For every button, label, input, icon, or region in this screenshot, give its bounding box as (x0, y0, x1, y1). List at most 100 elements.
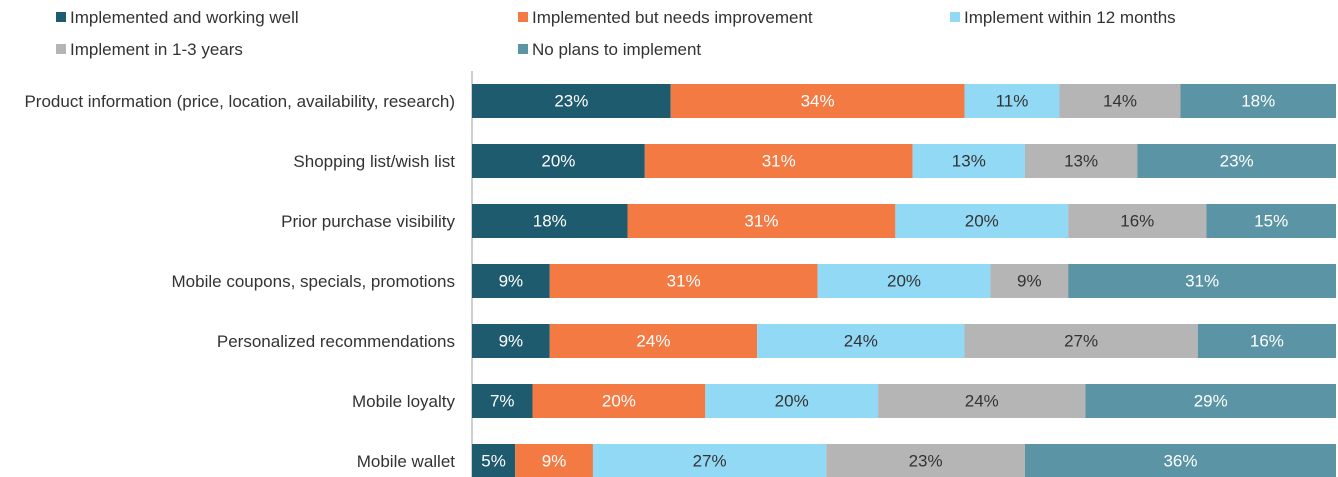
category-text: Personalized recommendations (216, 331, 455, 351)
bar-segment (532, 384, 706, 418)
bar-segment (912, 144, 1025, 178)
legend-label: Implement within 12 months (964, 8, 1176, 27)
category-text: Shopping list/wish list (293, 151, 455, 171)
data-label: 5% (481, 452, 506, 471)
bar-segment (990, 264, 1069, 298)
category-label: Mobile wallet (0, 431, 455, 477)
bar-segment (878, 384, 1086, 418)
category-text: Mobile loyalty (352, 391, 455, 411)
data-label: 31% (744, 212, 778, 231)
data-label: 24% (844, 332, 878, 351)
bar-segment (670, 84, 965, 118)
category-label: Personalized recommendations (0, 311, 455, 371)
data-label: 9% (499, 332, 524, 351)
legend-swatch (56, 12, 66, 22)
category-label: Mobile coupons, specials, promotions (0, 251, 455, 311)
bar-segment (1024, 144, 1138, 178)
data-label: 23% (1220, 152, 1254, 171)
data-label: 9% (1017, 272, 1042, 291)
category-label: Shopping list/wish list (0, 131, 455, 191)
data-label: 7% (490, 392, 515, 411)
bar-segment (549, 264, 818, 298)
legend-label: No plans to implement (532, 40, 702, 59)
bar-segment (1059, 84, 1181, 118)
legend-item: No plans to implement (518, 40, 701, 60)
data-label: 13% (1064, 152, 1098, 171)
data-label: 36% (1163, 452, 1197, 471)
bar-segment (472, 444, 516, 477)
data-label: 29% (1194, 392, 1228, 411)
data-label: 20% (775, 392, 809, 411)
data-label: 24% (965, 392, 999, 411)
category-text: Mobile wallet (356, 451, 455, 471)
bar-segment (895, 204, 1069, 238)
data-label: 16% (1120, 212, 1154, 231)
bar-segment (592, 444, 827, 477)
data-label: 27% (1064, 332, 1098, 351)
legend-label: Implemented but needs improvement (532, 8, 813, 27)
legend-label: Implemented and working well (70, 8, 299, 27)
bar-segment (549, 324, 758, 358)
category-label: Prior purchase visibility (0, 191, 455, 251)
data-label: 9% (499, 272, 524, 291)
bar-segment (515, 444, 593, 477)
data-label: 23% (909, 452, 943, 471)
data-label: 16% (1250, 332, 1284, 351)
category-text: Product information (price, location, av… (24, 91, 455, 111)
data-label: 14% (1103, 92, 1137, 111)
bar-segment (1197, 324, 1336, 358)
data-label: 31% (667, 272, 701, 291)
legend-item: Implement within 12 months (950, 8, 1176, 28)
legend-item: Implement in 1-3 years (56, 40, 243, 60)
data-label: 24% (636, 332, 670, 351)
bar-segment (1024, 444, 1336, 477)
bar-segment (1206, 204, 1336, 238)
data-label: 13% (952, 152, 986, 171)
data-label: 18% (1241, 92, 1275, 111)
bar-segment (1085, 384, 1336, 418)
bar-segment (472, 84, 671, 118)
data-label: 20% (965, 212, 999, 231)
legend-swatch (518, 12, 528, 22)
category-text: Mobile coupons, specials, promotions (171, 271, 455, 291)
bar-segment (1180, 84, 1336, 118)
bar-segment (1068, 264, 1336, 298)
data-label: 20% (541, 152, 575, 171)
legend-item: Implemented but needs improvement (518, 8, 813, 28)
bar-segment (472, 144, 645, 178)
data-label: 23% (554, 92, 588, 111)
bar-segment (964, 84, 1060, 118)
category-text: Prior purchase visibility (281, 211, 455, 231)
data-label: 20% (602, 392, 636, 411)
bar-segment (705, 384, 879, 418)
legend-swatch (950, 12, 960, 22)
data-label: 11% (996, 92, 1029, 111)
category-label: Mobile loyalty (0, 371, 455, 431)
data-label: 9% (542, 452, 567, 471)
legend-label: Implement in 1-3 years (70, 40, 243, 59)
data-label: 27% (693, 452, 727, 471)
bar-segment (757, 324, 965, 358)
category-label: Product information (price, location, av… (0, 71, 455, 131)
bar-segment (817, 264, 991, 298)
data-label: 34% (801, 92, 835, 111)
legend-swatch (518, 44, 528, 54)
bar-segment (627, 204, 896, 238)
bar-segment (472, 204, 628, 238)
bar-segment (472, 384, 533, 418)
legend-item: Implemented and working well (56, 8, 299, 28)
bar-segment (1068, 204, 1207, 238)
bar-segment (964, 324, 1198, 358)
data-label: 31% (762, 152, 796, 171)
data-label: 31% (1185, 272, 1219, 291)
data-label: 15% (1254, 212, 1288, 231)
bar-segment (472, 324, 550, 358)
legend-swatch (56, 44, 66, 54)
bar-segment (472, 264, 550, 298)
bar-segment (826, 444, 1025, 477)
data-label: 18% (533, 212, 567, 231)
data-label: 20% (887, 272, 921, 291)
bar-segment (644, 144, 913, 178)
